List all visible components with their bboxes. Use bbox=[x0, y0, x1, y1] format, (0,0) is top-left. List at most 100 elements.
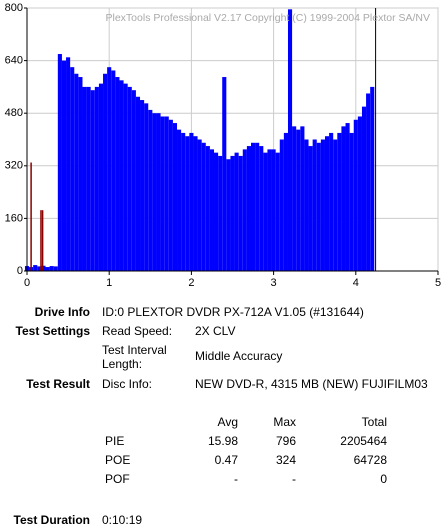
bar bbox=[127, 86, 132, 272]
bar bbox=[366, 93, 371, 271]
bar bbox=[70, 67, 75, 271]
x-tick-label: 0 bbox=[24, 277, 30, 289]
stat-value: 796 bbox=[275, 434, 296, 448]
bar bbox=[214, 152, 219, 271]
bar bbox=[333, 139, 338, 271]
stat-value: 0.47 bbox=[214, 453, 238, 467]
bar bbox=[242, 149, 247, 271]
duration: 0:10:19 bbox=[102, 513, 143, 527]
bar bbox=[353, 119, 358, 272]
drive-info: ID:0 PLEXTOR DVDR PX-712A V1.05 (#131644… bbox=[102, 305, 364, 319]
bar bbox=[140, 100, 145, 271]
bar bbox=[349, 132, 354, 271]
stat-value: 2205464 bbox=[340, 434, 387, 448]
bar bbox=[98, 83, 104, 271]
bar bbox=[312, 139, 317, 271]
setting-value: 2X CLV bbox=[195, 324, 236, 338]
x-tick-label: 3 bbox=[271, 277, 277, 289]
bar bbox=[193, 136, 198, 271]
bar bbox=[209, 149, 215, 271]
bar bbox=[181, 132, 186, 271]
bar bbox=[238, 155, 243, 271]
bar bbox=[271, 149, 276, 271]
stat-value: - bbox=[292, 472, 296, 486]
bar bbox=[61, 60, 67, 271]
bar bbox=[275, 152, 280, 271]
y-tick-label: 160 bbox=[5, 212, 23, 224]
bar bbox=[33, 265, 38, 271]
bar bbox=[197, 139, 202, 271]
stat-value: 15.98 bbox=[207, 434, 238, 448]
bar bbox=[94, 86, 99, 272]
bar bbox=[49, 266, 54, 271]
bar bbox=[337, 132, 342, 271]
bar bbox=[177, 129, 182, 271]
x-tick-label: 1 bbox=[106, 277, 112, 289]
bar bbox=[57, 54, 62, 272]
bar bbox=[156, 113, 161, 271]
bar bbox=[222, 77, 227, 271]
bar bbox=[345, 123, 350, 271]
bar bbox=[172, 123, 178, 271]
bar bbox=[74, 73, 79, 271]
section-label: Test Duration bbox=[13, 513, 90, 527]
bar bbox=[86, 86, 91, 272]
bar bbox=[226, 159, 231, 271]
bar bbox=[357, 116, 362, 271]
bar bbox=[230, 155, 235, 271]
x-tick-label: 2 bbox=[188, 277, 194, 289]
bar bbox=[78, 77, 83, 271]
bar bbox=[41, 265, 46, 271]
bar bbox=[148, 109, 153, 271]
bar bbox=[107, 67, 112, 271]
stat-value: 324 bbox=[275, 453, 296, 467]
y-tick-label: 480 bbox=[5, 107, 23, 119]
bar bbox=[66, 57, 71, 271]
bar bbox=[361, 106, 367, 271]
bar bbox=[259, 146, 264, 271]
bar bbox=[168, 119, 173, 272]
setting-name: Test Interval Length: bbox=[102, 343, 167, 371]
bar bbox=[296, 129, 301, 271]
bar bbox=[185, 136, 190, 271]
bar bbox=[250, 142, 256, 271]
bar bbox=[82, 86, 87, 272]
section-label: Test Result bbox=[26, 377, 90, 391]
bar bbox=[267, 149, 272, 271]
bar bbox=[300, 126, 305, 271]
bar bbox=[320, 139, 325, 271]
stat-value: 0 bbox=[380, 472, 387, 486]
bar bbox=[279, 139, 284, 271]
row-name: PIE bbox=[105, 434, 125, 448]
bar bbox=[111, 70, 116, 272]
bar bbox=[40, 210, 42, 271]
bar bbox=[329, 132, 334, 271]
disc-label: Disc Info: bbox=[102, 377, 153, 391]
bar bbox=[152, 113, 157, 271]
stat-value: - bbox=[234, 472, 238, 486]
setting-value: Middle Accuracy bbox=[195, 349, 283, 363]
bar bbox=[37, 266, 42, 271]
y-tick-label: 640 bbox=[5, 55, 23, 67]
disc-info: NEW DVD-R, 4315 MB (NEW) FUJIFILM03 bbox=[195, 377, 428, 391]
column-header: Avg bbox=[217, 415, 238, 429]
bar bbox=[255, 142, 260, 271]
bar bbox=[160, 116, 165, 271]
bar bbox=[189, 132, 194, 271]
bar bbox=[308, 146, 313, 271]
bar bbox=[131, 90, 136, 271]
bar bbox=[341, 126, 346, 271]
section-label: Drive Info bbox=[34, 305, 90, 319]
bar bbox=[30, 162, 32, 271]
bar bbox=[324, 136, 330, 271]
bar bbox=[370, 86, 375, 272]
bar bbox=[234, 152, 239, 271]
bar bbox=[292, 126, 297, 271]
bar bbox=[201, 142, 206, 271]
bar bbox=[246, 146, 251, 271]
row-name: POF bbox=[105, 472, 130, 486]
bar bbox=[304, 139, 309, 271]
bar bbox=[53, 266, 58, 271]
x-tick-label: 4 bbox=[353, 277, 359, 289]
bar bbox=[103, 73, 108, 271]
